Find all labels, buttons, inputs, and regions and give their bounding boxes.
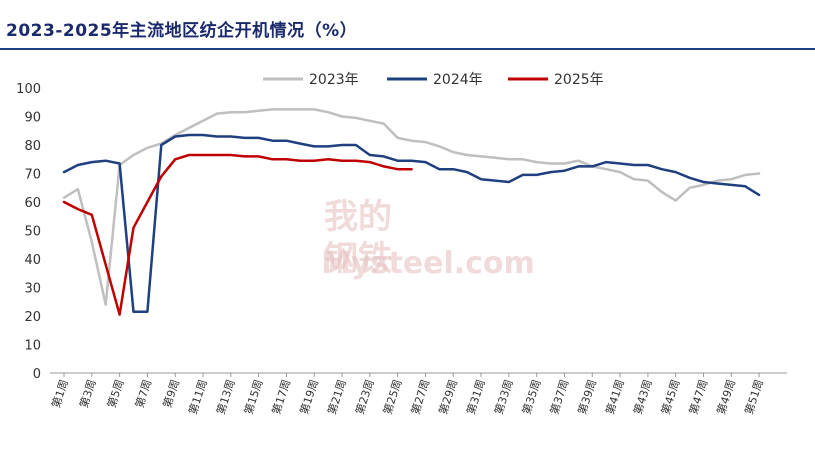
y-tick-label: 10	[24, 339, 41, 354]
svg-text:我的: 我的	[324, 197, 392, 237]
title-underline	[0, 48, 815, 50]
x-tick-label: 第23周	[352, 378, 376, 417]
y-tick-label: 80	[24, 139, 41, 154]
x-tick-label: 第43周	[630, 378, 654, 417]
x-tick-label: 第37周	[547, 378, 571, 417]
x-tick-label: 第19周	[297, 378, 321, 417]
x-tick-label: 第9周	[160, 378, 182, 410]
y-tick-label: 30	[24, 282, 41, 297]
x-tick-label: 第17周	[269, 378, 293, 417]
x-tick-label: 第5周	[104, 378, 126, 410]
x-tick-label: 第1周	[49, 378, 71, 410]
legend-label: 2023年	[309, 72, 359, 88]
x-tick-label: 第25周	[380, 378, 404, 417]
series-lines	[62, 108, 761, 316]
y-tick-label: 100	[16, 82, 41, 97]
x-tick-label: 第49周	[714, 378, 738, 417]
x-tick-label: 第31周	[463, 378, 487, 417]
x-tick-label: 第15周	[241, 378, 265, 417]
x-tick-label: 第35周	[519, 378, 543, 417]
x-tick-label: 第45周	[658, 378, 682, 417]
x-tick-label: 第7周	[132, 378, 154, 410]
y-tick-label: 90	[24, 111, 41, 126]
x-tick-label: 第51周	[742, 378, 766, 417]
series-line-2025年	[62, 153, 413, 316]
svg-text:Mysteel.com: Mysteel.com	[321, 246, 535, 281]
legend: 2023年 2024年 2025年	[263, 72, 604, 88]
x-tick-label: 第29周	[436, 378, 460, 417]
x-tick-label: 第3周	[76, 378, 98, 410]
series-line-2023年	[62, 108, 761, 306]
y-tick-label: 40	[24, 253, 41, 268]
legend-label: 2024年	[433, 72, 483, 88]
svg-text:钢铁: 钢铁	[324, 239, 392, 279]
y-tick-label: 50	[24, 225, 41, 240]
y-axis-ticks: 0 10 20 30 40 50 60 70 80 90 100	[16, 82, 41, 382]
x-tick-label: 第33周	[491, 378, 515, 417]
x-tick-label: 第27周	[408, 378, 432, 417]
series-line-2024年	[62, 133, 761, 313]
x-tick-label: 第39周	[575, 378, 599, 417]
x-tick-label: 第13周	[213, 378, 237, 417]
x-tick-label: 第11周	[185, 378, 209, 417]
y-tick-label: 0	[33, 367, 41, 382]
x-tick-label: 第47周	[686, 378, 710, 417]
x-tick-label: 第41周	[602, 378, 626, 417]
legend-label: 2025年	[554, 72, 604, 88]
x-axis-ticks: 第1周 第3周 第5周 第7周 第9周 第11周 第13周 第15周 第17周 第19周 第21周第…	[49, 373, 766, 416]
chart-title: 2023-2025年主流地区纺企开机情况（%）	[6, 21, 358, 41]
y-tick-label: 70	[24, 168, 41, 183]
y-tick-label: 20	[24, 310, 41, 325]
y-tick-label: 60	[24, 196, 41, 211]
x-tick-label: 第21周	[324, 378, 348, 417]
mysteel-watermark: 我的 钢铁 Mysteel.com	[321, 197, 535, 281]
